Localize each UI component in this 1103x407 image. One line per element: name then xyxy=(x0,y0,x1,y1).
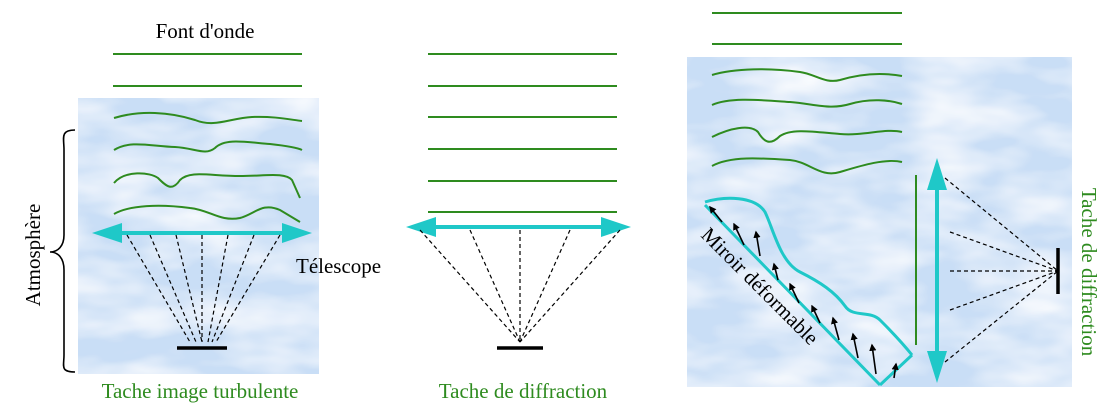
actuator-arrows xyxy=(709,205,899,379)
telescope-label: Télescope xyxy=(296,254,381,278)
panel-diffraction: Tache de diffraction xyxy=(406,53,631,403)
distorted-wavefronts-right xyxy=(711,68,903,175)
deformable-mirror-surface xyxy=(704,196,914,356)
wavefront-label: Font d'onde xyxy=(156,19,255,43)
flat-wavefronts-right xyxy=(712,12,902,45)
flat-wavefronts-left xyxy=(113,53,302,87)
lens-arrowhead-left-right xyxy=(282,223,312,243)
corrected-rays xyxy=(944,177,1059,363)
panel-turbulent: Font d'onde Atmosphère Télescope Ta xyxy=(21,19,381,403)
lens-arrowhead-left-left xyxy=(92,223,122,243)
caption-turbulent: Tache image turbulente xyxy=(102,379,299,403)
distorted-wavefronts-left xyxy=(113,111,303,223)
lens-arrowhead-middle-right xyxy=(601,217,631,237)
flat-wavefronts-middle xyxy=(428,53,617,213)
atmosphere-label: Atmosphère xyxy=(21,204,45,307)
turbulent-rays xyxy=(126,234,281,343)
panel-adaptive-optics: Miroir déformable Tache de diffraction xyxy=(687,12,1101,387)
lens-arrowhead-right-bottom xyxy=(927,351,947,383)
diffraction-rays xyxy=(419,229,621,343)
atmosphere-brace xyxy=(49,129,76,373)
deformable-mirror-base xyxy=(703,203,882,387)
lens-arrowhead-right-top xyxy=(927,158,947,190)
atmosphere-box-right xyxy=(687,57,1072,387)
caption-diffraction: Tache de diffraction xyxy=(439,379,608,403)
caption-diffraction-vertical: Tache de diffraction xyxy=(1077,188,1101,357)
lens-arrowhead-middle-left xyxy=(406,217,436,237)
